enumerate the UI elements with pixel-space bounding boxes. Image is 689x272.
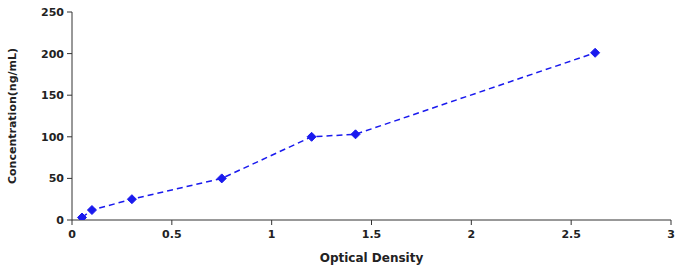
y-tick: [67, 178, 72, 179]
x-tick: [671, 220, 672, 225]
x-tick-label: 1.5: [362, 228, 382, 241]
y-tick-label: 100: [41, 131, 64, 144]
x-tick-label: 0.5: [162, 228, 182, 241]
x-tick-label: 2.5: [561, 228, 581, 241]
y-tick: [67, 220, 72, 221]
y-tick-label: 150: [41, 89, 64, 102]
data-point: [351, 130, 360, 139]
x-tick: [571, 220, 572, 225]
x-tick-label: 3: [667, 228, 675, 241]
y-tick-label: 50: [49, 172, 65, 185]
y-axis-line: [72, 12, 73, 220]
y-tick: [67, 53, 72, 54]
y-tick-label: 250: [41, 6, 64, 19]
chart: 0 0.5 1 1.5 2 2.5 3 0 50 100 150 200 250 Optical Dens…: [0, 0, 689, 272]
y-tick-label: 0: [56, 214, 64, 227]
y-tick-label: 200: [41, 48, 64, 61]
x-tick: [471, 220, 472, 225]
data-point: [217, 174, 226, 183]
x-tick-label: 1: [268, 228, 276, 241]
x-tick-label: 2: [468, 228, 476, 241]
x-tick: [271, 220, 272, 225]
data-point: [87, 206, 96, 215]
data-point: [307, 132, 316, 141]
data-point: [77, 213, 86, 220]
x-axis-label: Optical Density: [320, 251, 424, 265]
x-tick: [171, 220, 172, 225]
axes: 0 0.5 1 1.5 2 2.5 3 0 50 100 150 200 250: [41, 6, 675, 241]
data-point: [127, 195, 136, 204]
series: [77, 48, 599, 220]
y-tick: [67, 136, 72, 137]
x-tick: [371, 220, 372, 225]
x-tick-label: 0: [68, 228, 76, 241]
data-line: [82, 53, 595, 218]
y-axis-label: Concentration(ng/mL): [6, 48, 19, 184]
y-tick: [67, 12, 72, 13]
data-point: [591, 48, 600, 57]
y-tick: [67, 95, 72, 96]
x-tick: [72, 220, 73, 225]
chart-container: 0 0.5 1 1.5 2 2.5 3 0 50 100 150 200 250 Optical Dens…: [0, 0, 689, 272]
